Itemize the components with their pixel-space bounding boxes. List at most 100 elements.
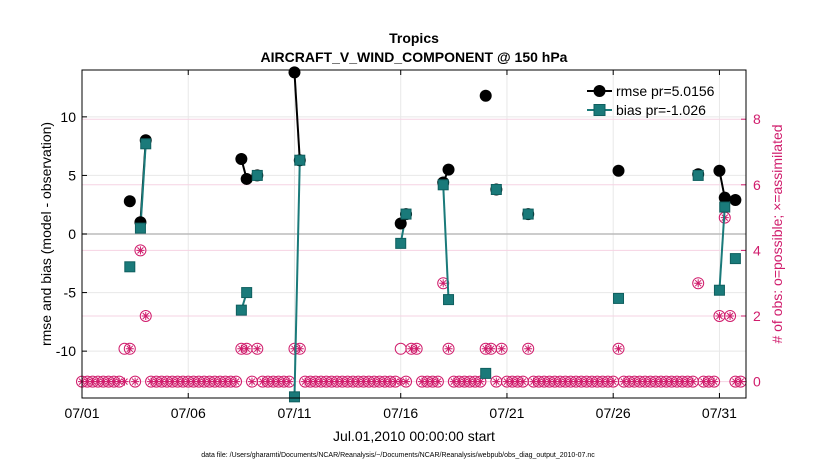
y2-tick-label: 8: [753, 111, 761, 127]
y2-axis-label: # of obs: o=possible; ×=assimilated: [769, 124, 785, 343]
bias-point: [241, 287, 253, 299]
obs-assimilated-marker: [317, 377, 326, 386]
legend-bias-marker: [593, 104, 606, 116]
obs-assimilated-marker: [646, 377, 655, 386]
y2-tick-label: 0: [753, 374, 761, 390]
obs-assimilated-marker: [88, 377, 97, 386]
rmse-point: [479, 89, 492, 102]
y-tick-label: -10: [56, 343, 76, 359]
obs-assimilated-marker: [210, 377, 219, 386]
obs-assimilated-marker: [455, 377, 464, 386]
chart-subtitle: AIRCRAFT_V_WIND_COMPONENT @ 150 hPa: [261, 49, 568, 65]
obs-assimilated-marker: [93, 377, 102, 386]
obs-assimilated-marker: [433, 377, 442, 386]
obs-assimilated-marker: [295, 344, 304, 353]
bias-point: [294, 154, 306, 166]
obs-assimilated-marker: [662, 377, 671, 386]
obs-possible-marker: [692, 277, 705, 290]
obs-assimilated-marker: [710, 377, 719, 386]
obs-assimilated-marker: [338, 377, 347, 386]
y-tick-label: 0: [68, 226, 76, 242]
obs-assimilated-marker: [253, 344, 262, 353]
obs-assimilated-marker: [386, 377, 395, 386]
x-tick-label: 07/21: [489, 405, 524, 421]
obs-assimilated-marker: [598, 377, 607, 386]
obs-assimilated-marker: [221, 377, 230, 386]
obs-assimilated-marker: [513, 377, 522, 386]
obs-assimilated-marker: [359, 377, 368, 386]
bias-markers: [124, 138, 741, 403]
plot-frame: [81, 69, 747, 399]
rmse-point: [612, 164, 625, 177]
obs-assimilated-marker: [688, 377, 697, 386]
obs-assimilated-marker: [667, 377, 676, 386]
y-axis-label: rmse and bias (model - observation): [38, 122, 54, 346]
obs-possible-marker: [129, 375, 142, 388]
obs-assimilated-marker: [630, 377, 639, 386]
obs-assimilated-marker: [641, 377, 650, 386]
bias-point: [134, 222, 146, 234]
bias-line-segment: [718, 206, 726, 291]
obs-assimilated-marker: [354, 377, 363, 386]
rmse-point: [240, 172, 253, 185]
bias-point: [400, 208, 412, 220]
obs-count-markers: [76, 211, 747, 388]
obs-assimilated-marker: [200, 377, 209, 386]
rmse-line-segment: [293, 72, 301, 161]
obs-assimilated-marker: [279, 377, 288, 386]
obs-assimilated-marker: [731, 377, 740, 386]
obs-assimilated-marker: [412, 344, 421, 353]
obs-assimilated-marker: [566, 377, 575, 386]
obs-assimilated-marker: [157, 377, 166, 386]
obs-assimilated-marker: [364, 377, 373, 386]
obs-assimilated-marker: [237, 344, 246, 353]
obs-assimilated-marker: [115, 377, 124, 386]
obs-assimilated-marker: [672, 377, 681, 386]
chart-title: Tropics: [389, 30, 439, 46]
obs-possible-marker: [251, 342, 264, 355]
obs-assimilated-marker: [232, 377, 241, 386]
x-tick-label: 07/26: [596, 405, 631, 421]
obs-assimilated-marker: [572, 377, 581, 386]
obs-possible-marker: [134, 244, 147, 257]
bias-point: [288, 391, 300, 403]
bias-point: [437, 179, 449, 191]
obs-assimilated-marker: [683, 377, 692, 386]
x-tick-label: 07/01: [64, 405, 99, 421]
obs-assimilated-marker: [529, 377, 538, 386]
obs-assimilated-marker: [550, 377, 559, 386]
obs-assimilated-marker: [152, 377, 161, 386]
obs-assimilated-marker: [285, 377, 294, 386]
x-tick-label: 07/11: [277, 405, 311, 421]
obs-assimilated-marker: [322, 377, 331, 386]
obs-assimilated-marker: [370, 377, 379, 386]
obs-possible-marker: [522, 342, 535, 355]
obs-assimilated-marker: [635, 377, 644, 386]
x-tick-label: 07/16: [383, 405, 418, 421]
obs-assimilated-marker: [423, 377, 432, 386]
legend: rmse pr=5.0156 bias pr=-1.026: [587, 83, 715, 118]
obs-assimilated-marker: [109, 377, 118, 386]
obs-assimilated-marker: [694, 279, 703, 288]
obs-assimilated-marker: [380, 377, 389, 386]
obs-assimilated-marker: [402, 377, 411, 386]
bias-point: [251, 169, 263, 181]
obs-assimilated-marker: [715, 312, 724, 320]
obs-assimilated-marker: [476, 377, 485, 386]
x-tick-label: 07/06: [171, 405, 206, 421]
bias-point: [140, 138, 152, 150]
bias-line-segment: [139, 143, 147, 229]
obs-assimilated-marker: [125, 344, 134, 353]
data-file-footnote: data file: /Users/gharamti/Documents/NCA…: [201, 452, 595, 459]
legend-bias-label: bias pr=-1.026: [616, 102, 706, 118]
obs-assimilated-marker: [301, 377, 310, 386]
obs-assimilated-marker: [444, 344, 453, 353]
obs-assimilated-marker: [104, 377, 113, 386]
obs-assimilated-marker: [556, 377, 565, 386]
obs-possible-marker: [612, 342, 625, 355]
bias-point: [124, 261, 136, 273]
obs-assimilated-marker: [487, 344, 496, 353]
bias-point: [480, 367, 492, 379]
obs-assimilated-marker: [614, 344, 623, 353]
obs-assimilated-marker: [407, 344, 416, 353]
